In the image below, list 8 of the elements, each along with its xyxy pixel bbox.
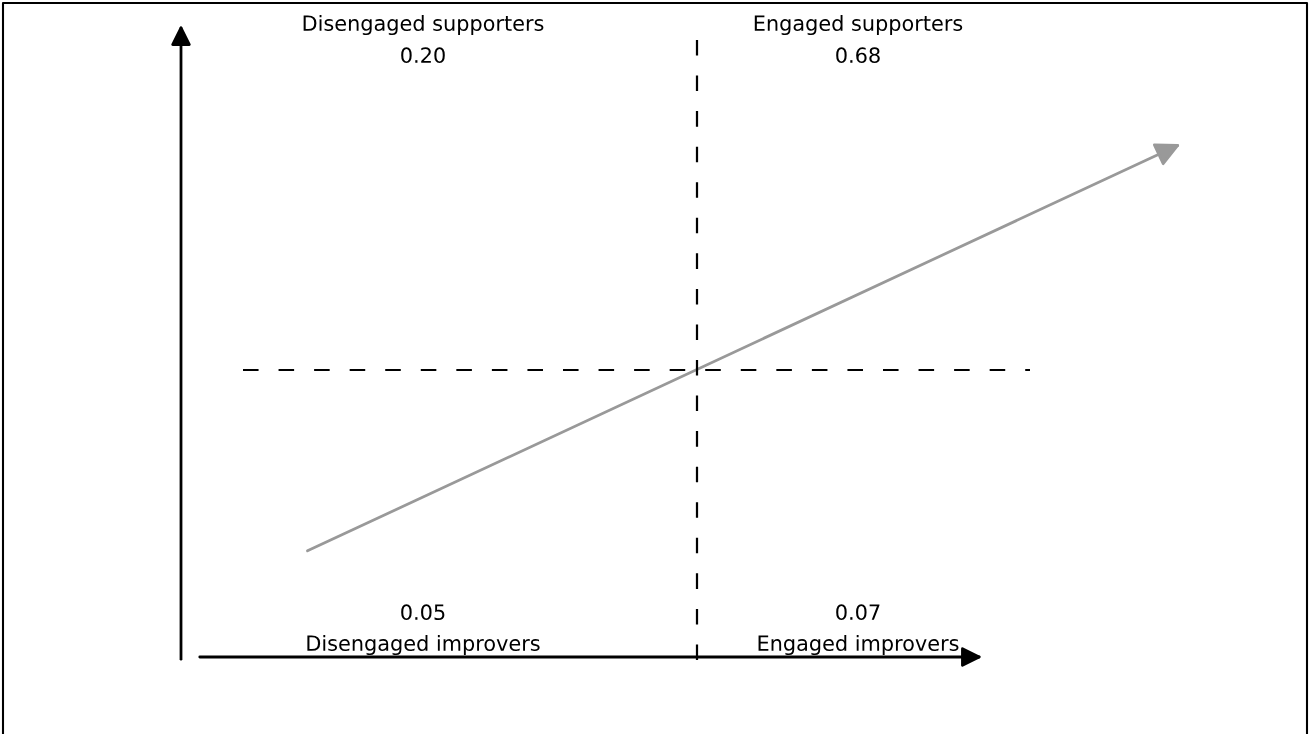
category-label: Engaged supporters: [754, 14, 963, 36]
data-label: 0.07: [836, 604, 880, 621]
data-label: 0.05: [401, 604, 445, 621]
data-label: 0.20: [401, 47, 445, 64]
category-label: Disengaged improvers: [307, 634, 540, 656]
category-label: Disengaged supporters: [303, 14, 544, 36]
category-label: Engaged improvers: [758, 634, 959, 656]
data-label: 0.68: [836, 47, 880, 64]
